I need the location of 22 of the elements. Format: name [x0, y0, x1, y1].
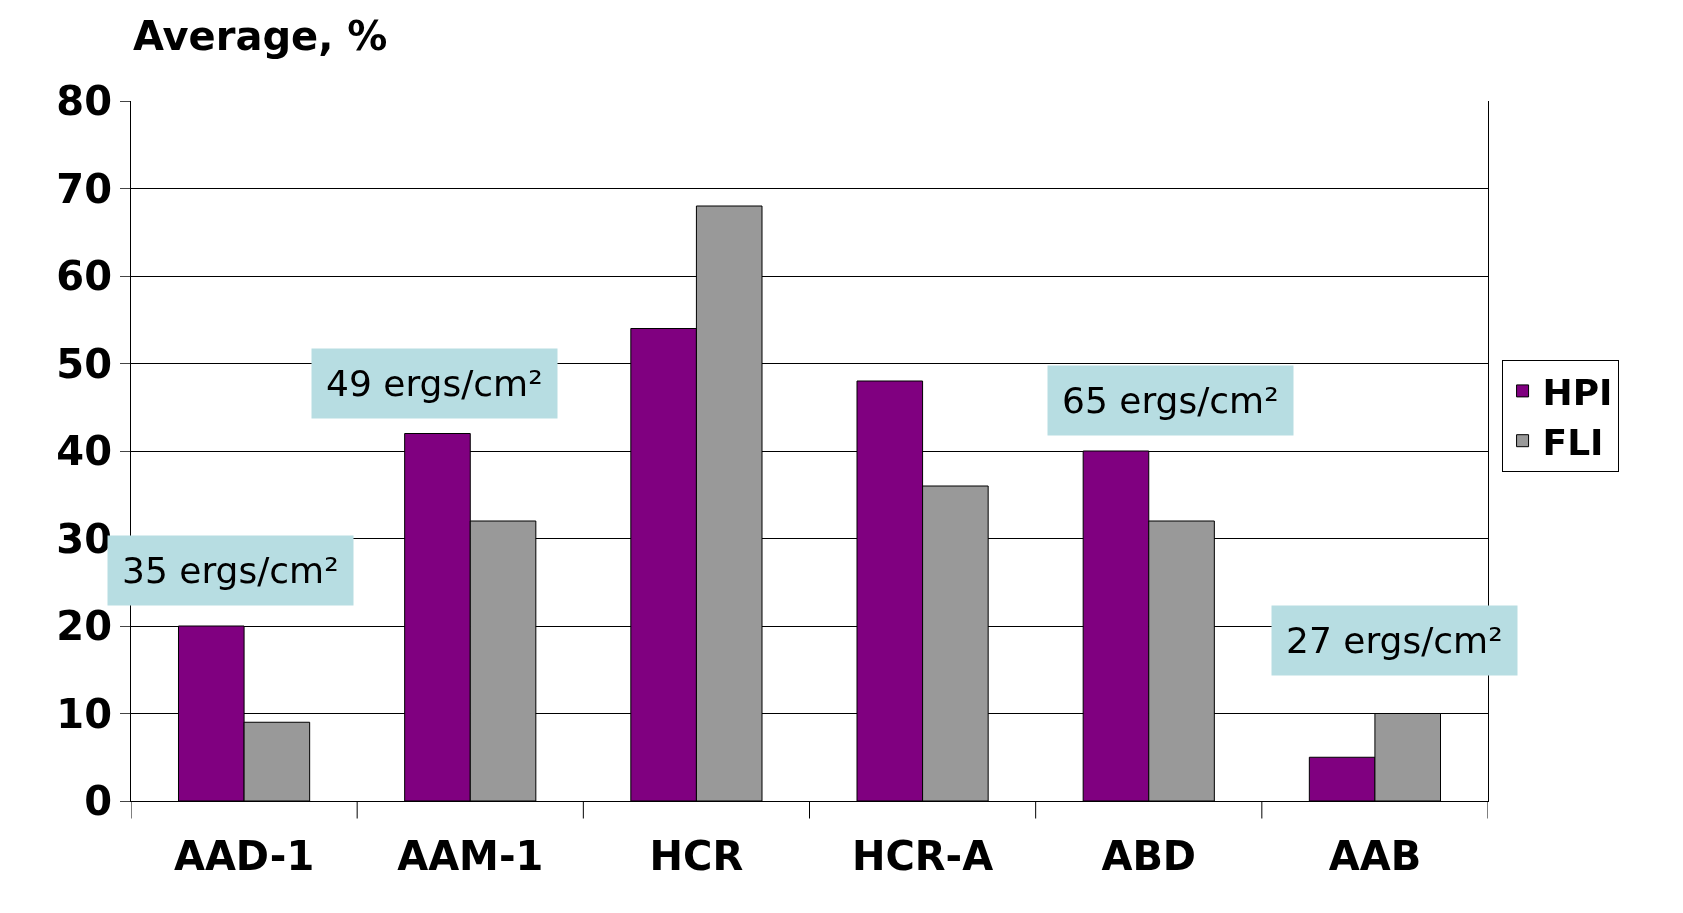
- y-tick-label: 20: [56, 603, 112, 649]
- x-tick-label: AAB: [1328, 833, 1422, 879]
- y-tick-label: 30: [56, 515, 112, 562]
- annotation: 35 ergs/cm²: [122, 550, 339, 591]
- y-tick-label: 80: [56, 78, 112, 124]
- x-tick-label: HCR: [649, 833, 744, 879]
- x-tick-label: AAM-1: [397, 833, 544, 879]
- y-axis-title: Average, %: [133, 13, 388, 59]
- legend-label: HPI: [1542, 371, 1613, 413]
- y-tick-label: 60: [56, 253, 112, 299]
- x-tick-label: HCR-A: [851, 833, 994, 879]
- y-tick-label: 0: [84, 778, 112, 824]
- y-tick-label: 10: [56, 690, 112, 737]
- legend-label: FLI: [1542, 421, 1604, 463]
- x-tick-label: AAD-1: [173, 833, 315, 879]
- y-tick-label: 50: [56, 340, 112, 387]
- y-tick-label: 70: [56, 165, 112, 212]
- annotation: 27 ergs/cm²: [1286, 620, 1503, 661]
- x-tick-label: ABD: [1101, 833, 1197, 879]
- y-tick-label: 40: [56, 428, 112, 474]
- annotation: 65 ergs/cm²: [1062, 380, 1279, 421]
- annotation: 49 ergs/cm²: [326, 363, 543, 404]
